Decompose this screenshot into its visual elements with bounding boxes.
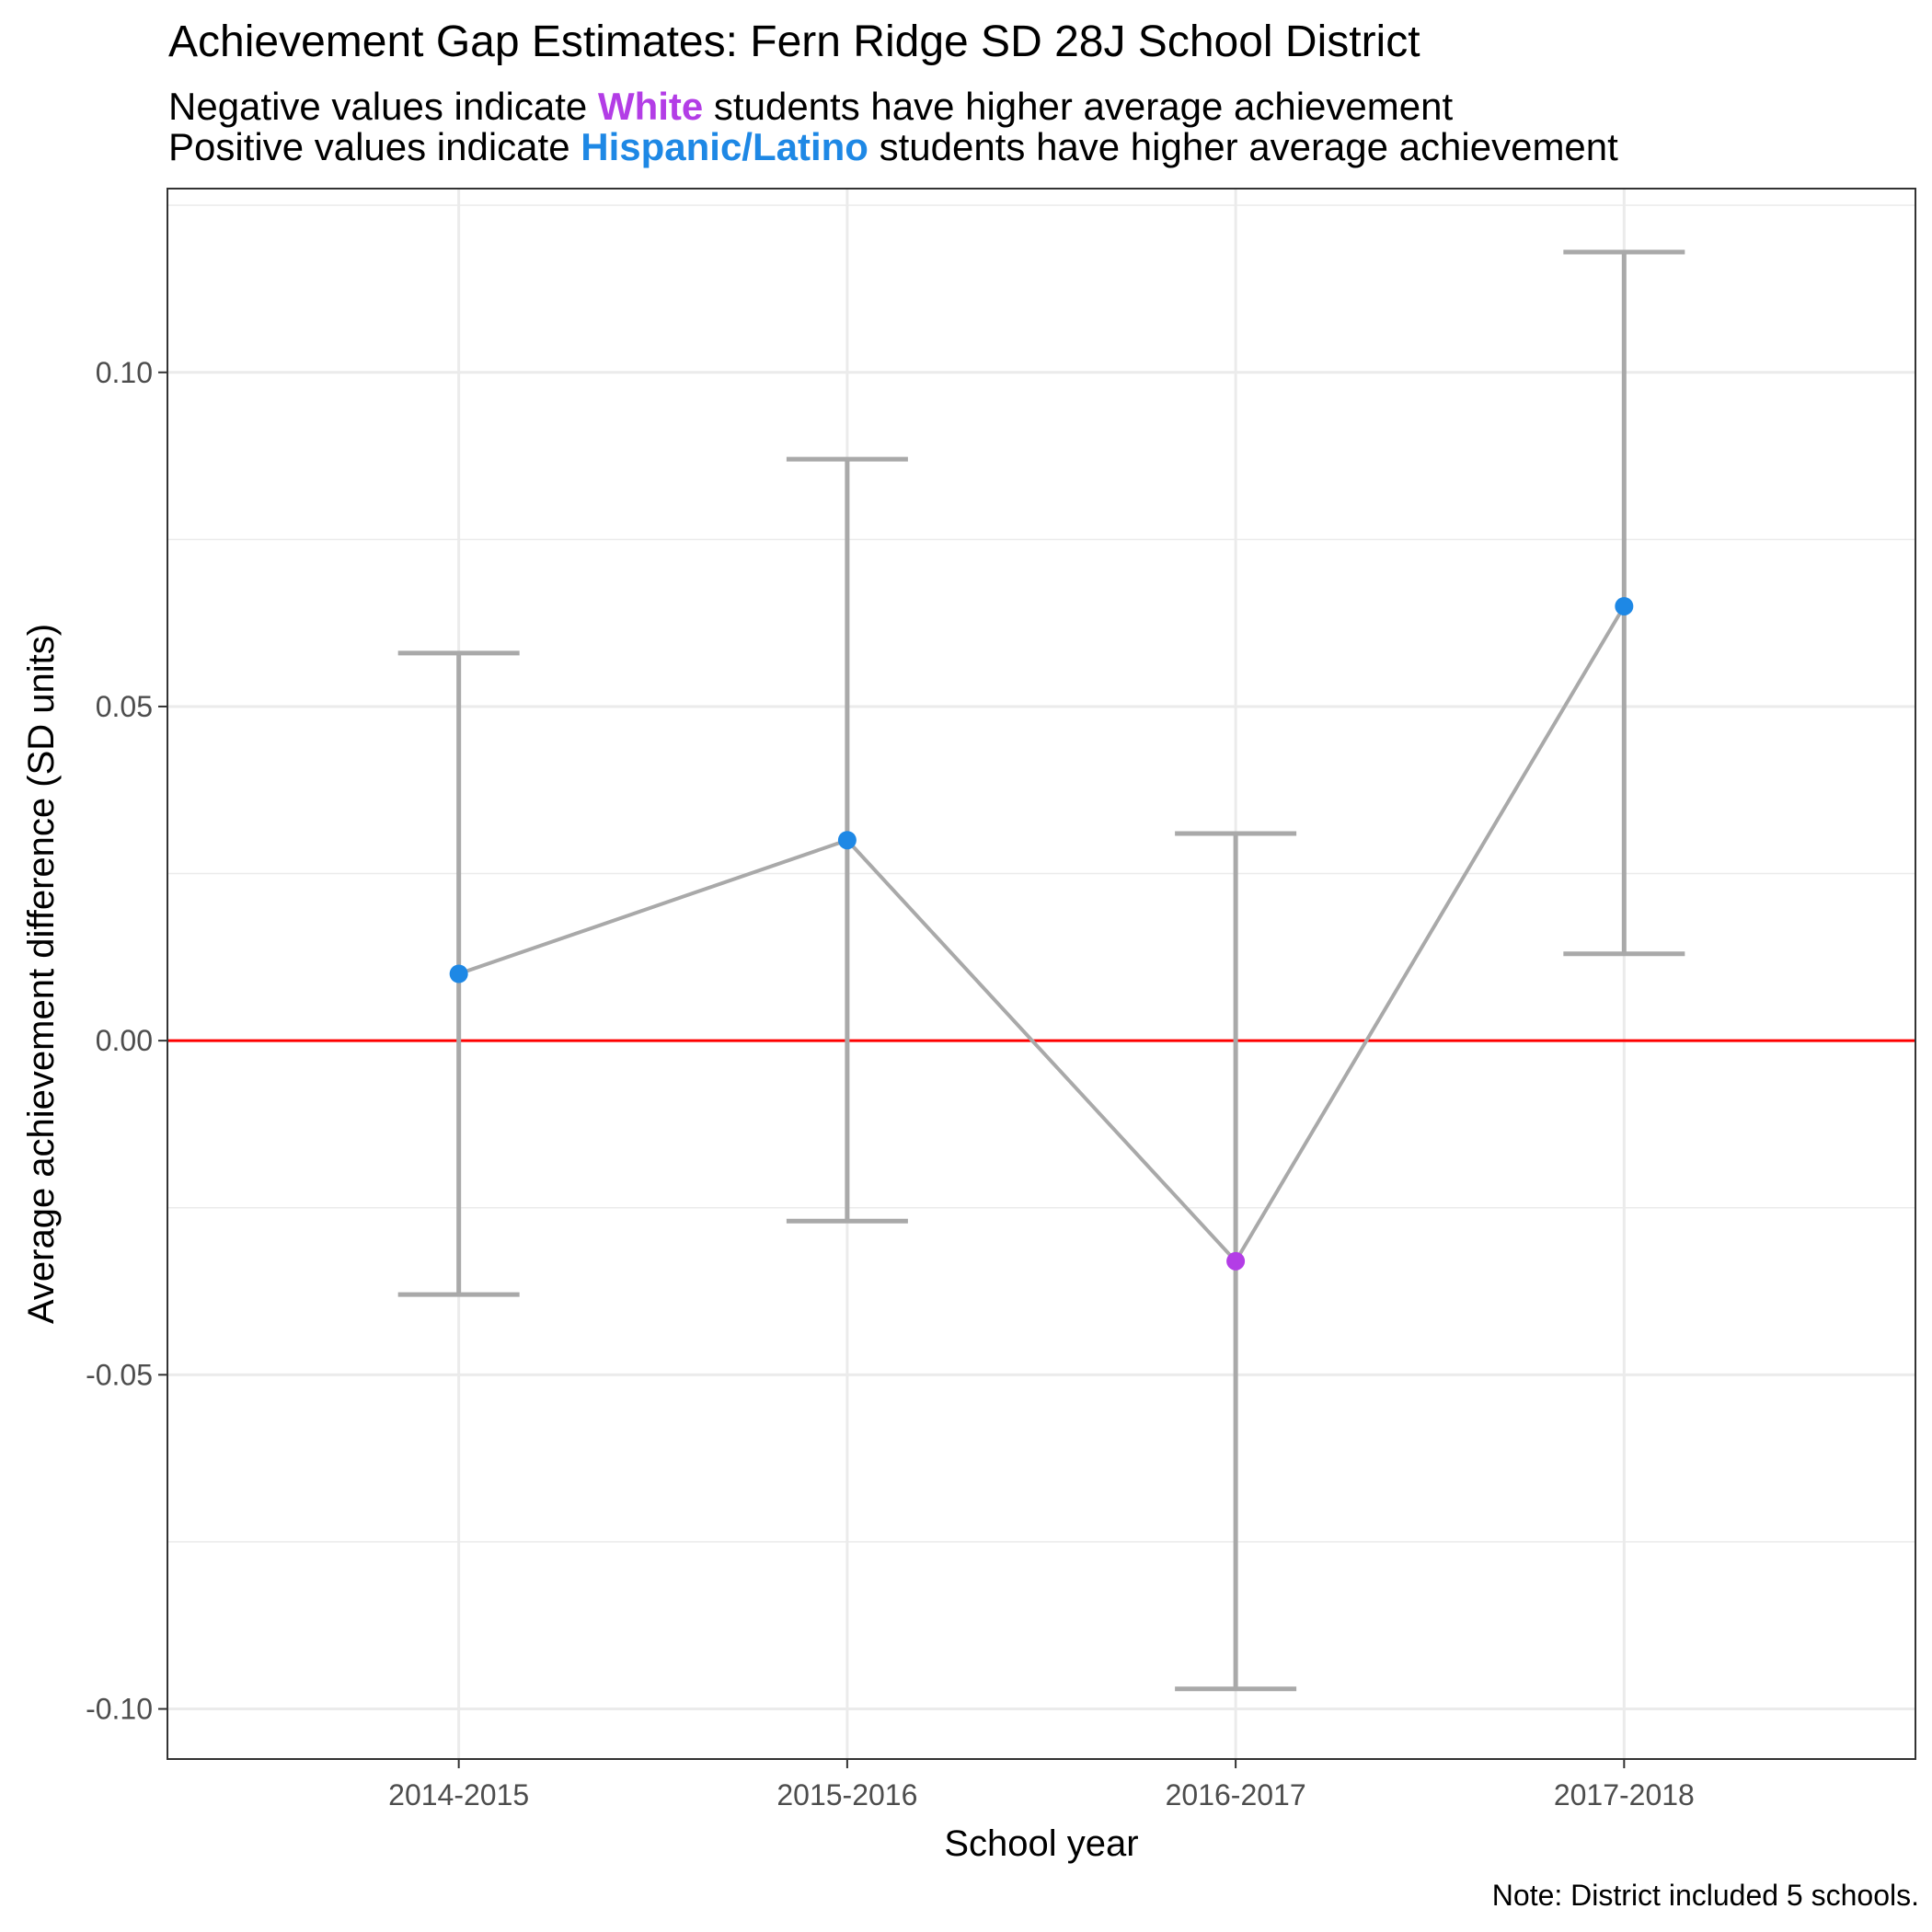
point-2014-2015 (449, 964, 468, 983)
x-tick-label-2014-2015: 2014-2015 (388, 1778, 529, 1811)
y-axis-title: Average achievement difference (SD units… (21, 624, 62, 1324)
y-tick-label-3: 0.05 (96, 690, 153, 723)
x-tick-label-2016-2017: 2016-2017 (1166, 1778, 1306, 1811)
series-line-group (458, 604, 1627, 1265)
subtitle-1-suffix: students have higher average achievement (703, 85, 1454, 128)
chart-subtitle-line-1: Negative values indicate White students … (168, 85, 1453, 129)
grid-minor (167, 204, 1915, 1543)
data-points (449, 596, 1634, 1271)
point-2015-2016 (837, 831, 857, 850)
point-2017-2018 (1615, 596, 1634, 615)
subtitle-keyword-white: White (597, 85, 704, 128)
x-tick-label-2015-2016: 2015-2016 (776, 1778, 917, 1811)
point-2016-2017 (1226, 1251, 1246, 1271)
y-tick-label-2: 0.00 (96, 1024, 153, 1057)
chart-subtitle-line-2: Positive values indicate Hispanic/Latino… (168, 125, 1618, 169)
caption-note: Note: District included 5 schools. (1491, 1879, 1919, 1912)
subtitle-2-prefix: Positive values indicate (168, 125, 581, 168)
x-tick-label-2017-2018: 2017-2018 (1554, 1778, 1695, 1811)
y-tick-label-0: -0.10 (86, 1693, 153, 1726)
x-axis-title: School year (944, 1823, 1138, 1864)
panel-border (167, 188, 1916, 1760)
y-tick-label-1: -0.05 (86, 1358, 153, 1391)
subtitle-1-prefix: Negative values indicate (168, 85, 598, 128)
subtitle-2-suffix: students have higher average achievement (868, 125, 1618, 168)
series-line (458, 604, 1627, 1265)
x-axis: 2014-2015 2015-2016 2016-2017 2017-2018 (388, 1759, 1695, 1811)
y-axis: -0.10 -0.05 0.00 0.05 0.10 (86, 356, 167, 1726)
grid-major (167, 189, 1915, 1759)
errorbars (397, 249, 1685, 1692)
subtitle-keyword-hispanic: Hispanic/Latino (581, 125, 868, 168)
chart-title: Achievement Gap Estimates: Fern Ridge SD… (168, 17, 1420, 66)
y-tick-label-4: 0.10 (96, 356, 153, 389)
